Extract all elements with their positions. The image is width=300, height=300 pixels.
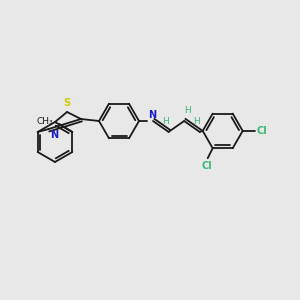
Text: Cl: Cl — [201, 161, 212, 171]
Text: CH₃: CH₃ — [37, 116, 53, 125]
Text: H: H — [184, 106, 190, 115]
Text: H: H — [193, 117, 200, 126]
Text: N: N — [148, 110, 156, 120]
Text: N: N — [50, 130, 58, 140]
Text: Cl: Cl — [257, 126, 267, 136]
Text: H: H — [162, 117, 169, 126]
Text: S: S — [63, 98, 70, 108]
